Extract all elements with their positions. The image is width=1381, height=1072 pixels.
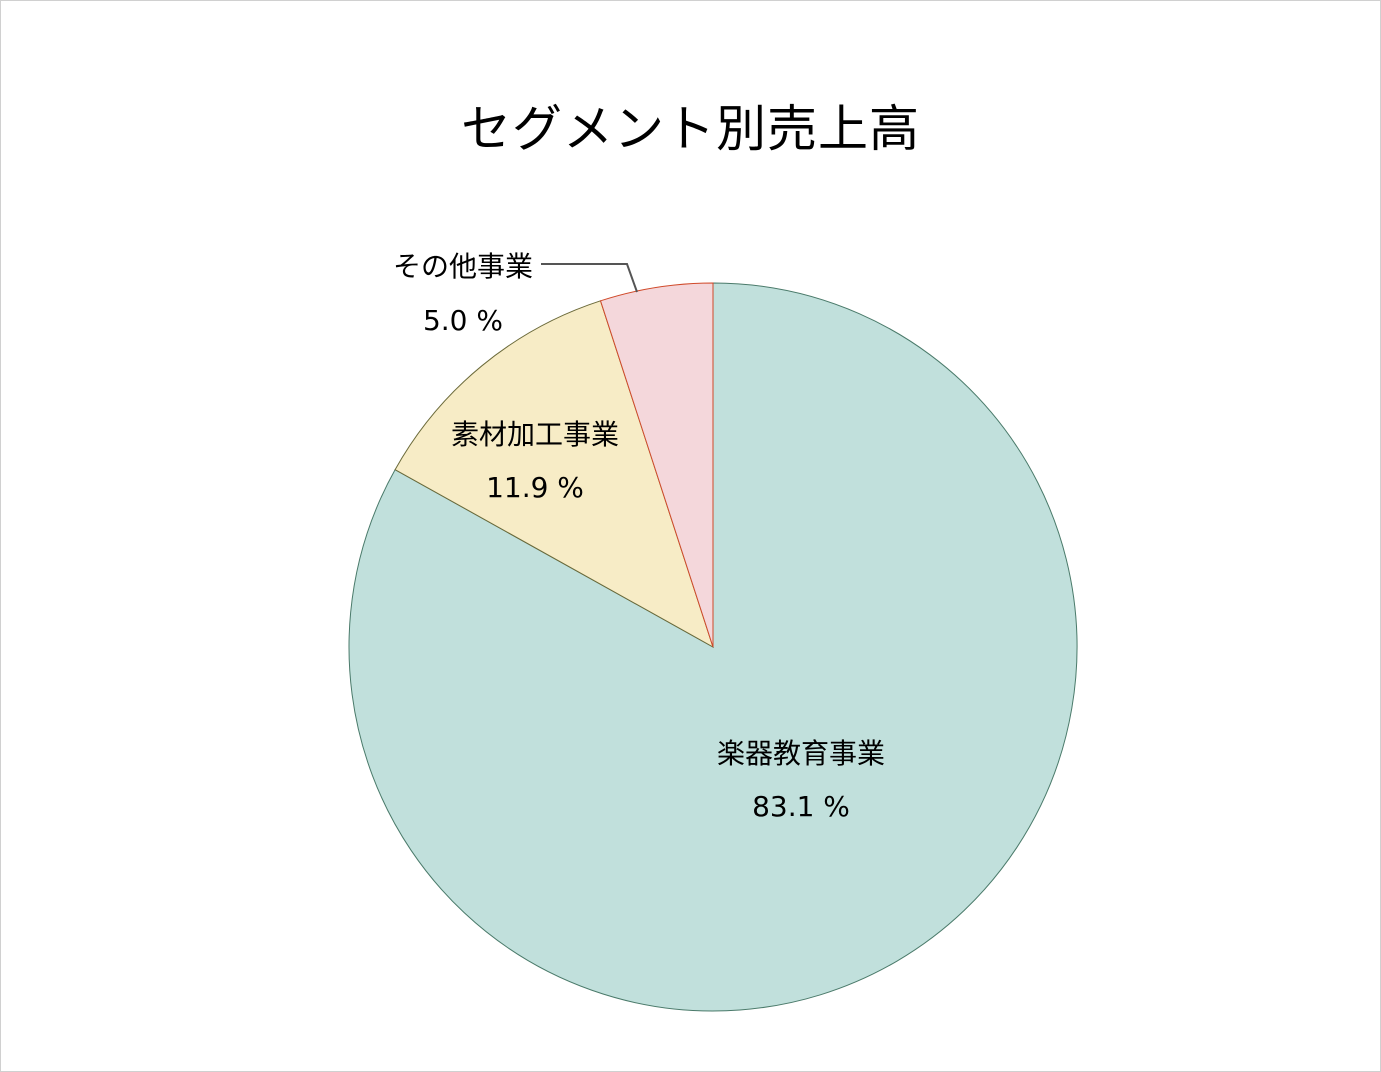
chart-title: セグメント別売上高 [461, 100, 920, 158]
slice-label-3: その他事業 [393, 250, 533, 283]
slice-label-1: 楽器教育事業 [717, 737, 885, 770]
slice-value-label-2: 11.9 % [486, 471, 584, 504]
pie-slice-3 [599, 282, 714, 648]
slice-label-2: 素材加工事業 [451, 418, 619, 451]
slice-value-label-3: 5.0 % [423, 304, 503, 337]
pie-slice-2 [394, 300, 714, 649]
leader-line-3 [541, 263, 638, 293]
slice-value-label-1: 83.1 % [752, 790, 850, 823]
